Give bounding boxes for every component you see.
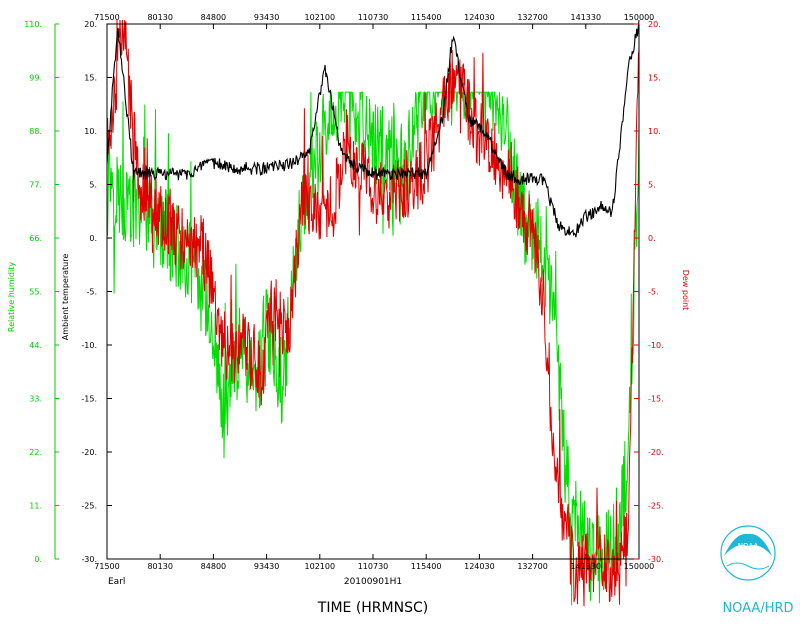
x-tick-label-bottom: 84800 [201,562,226,571]
x-tick-label-bottom: 102100 [305,562,336,571]
humidity-tick-label: 77. [29,181,42,190]
dewpoint-tick-label: 5. [648,181,656,190]
humidity-tick-label: 55. [29,288,42,297]
noaa-emblem-text: NOAA [738,542,759,550]
axis-layer: 71500 71500 80130 80130 84800 84800 93430 93430… [24,13,663,571]
x-tick-label-top: 150000 [624,13,655,22]
x-tick-label-bottom: 115400 [411,562,442,571]
humidity-tick-label: 0. [34,555,42,564]
dewpoint-tick-label: -15. [648,395,664,404]
temperature-tick-label: -20. [81,448,97,457]
dewpoint-tick-label: -5. [648,288,659,297]
humidity-tick-label: 99. [29,74,42,83]
dewpoint-tick-label: -10. [648,341,664,350]
ylabel-ambient-temperature: Ambient temperature [61,254,70,341]
dewpoint-tick-label: 0. [648,234,656,243]
humidity-tick-label: 33. [29,395,42,404]
humidity-tick-label: 110. [24,20,42,29]
dewpoint-tick-label: 20. [648,20,661,29]
series-line-dewpoint [106,19,640,607]
storm-name: Earl [108,577,125,587]
humidity-tick-label: 44. [29,341,42,350]
x-tick-label-top: 80130 [147,13,172,22]
x-tick-label-bottom: 71500 [94,562,119,571]
series-line-humidity [106,91,640,606]
noaa-wave-icon [726,562,770,570]
noaa-hrd-label: NOAA/HRD [722,601,793,616]
series-line-temperature [106,19,640,238]
temperature-tick-label: -10. [81,341,97,350]
dewpoint-tick-label: 15. [648,74,661,83]
x-tick-label-top: 132700 [517,13,548,22]
x-tick-label-bottom: 124030 [464,562,495,571]
x-tick-label-bottom: 93430 [254,562,279,571]
ylabel-dew-point: Dew point [681,270,690,311]
temperature-tick-label: 5. [89,181,97,190]
temperature-tick-label: 15. [84,74,97,83]
x-tick-label-top: 102100 [305,13,336,22]
dewpoint-tick-label: 10. [648,127,661,136]
x-tick-label-top: 141330 [571,13,602,22]
temperature-tick-label: -30. [81,555,97,564]
dewpoint-tick-label: -25. [648,502,664,511]
x-tick-label-top: 110730 [358,13,389,22]
dewpoint-tick-label: -30. [648,555,664,564]
x-tick-label-bottom: 132700 [517,562,548,571]
temperature-tick-label: 10. [84,127,97,136]
ylabel-relative-humidity: Relative humidity [7,262,16,332]
x-tick-label-top: 124030 [464,13,495,22]
temperature-tick-label: -25. [81,502,97,511]
x-tick-label-top: 115400 [411,13,442,22]
temperature-tick-label: 20. [84,20,97,29]
noaa-emblem-icon [720,525,776,581]
flight-id: 20100901H1 [344,577,402,587]
x-tick-label-bottom: 80130 [147,562,172,571]
temperature-tick-label: -5. [86,288,97,297]
temperature-tick-label: -15. [81,395,97,404]
x-axis-title: TIME (HRMNSC) [317,600,428,616]
series-layer [106,19,640,607]
temperature-tick-label: 0. [89,234,97,243]
dewpoint-tick-label: -20. [648,448,664,457]
x-tick-label-top: 84800 [201,13,226,22]
x-tick-label-bottom: 110730 [358,562,389,571]
noaa-bird-icon [724,533,772,556]
x-tick-label-top: 93430 [254,13,279,22]
x-tick-label-bottom: 150000 [624,562,655,571]
humidity-tick-label: 22. [29,448,42,457]
humidity-tick-label: 66. [29,234,42,243]
x-tick-label-bottom: 141330 [571,562,602,571]
humidity-tick-label: 11. [29,502,42,511]
humidity-tick-label: 88. [29,127,42,136]
x-tick-label-top: 71500 [94,13,119,22]
noaa-logo: NOAA NOAA/HRD [720,525,794,616]
